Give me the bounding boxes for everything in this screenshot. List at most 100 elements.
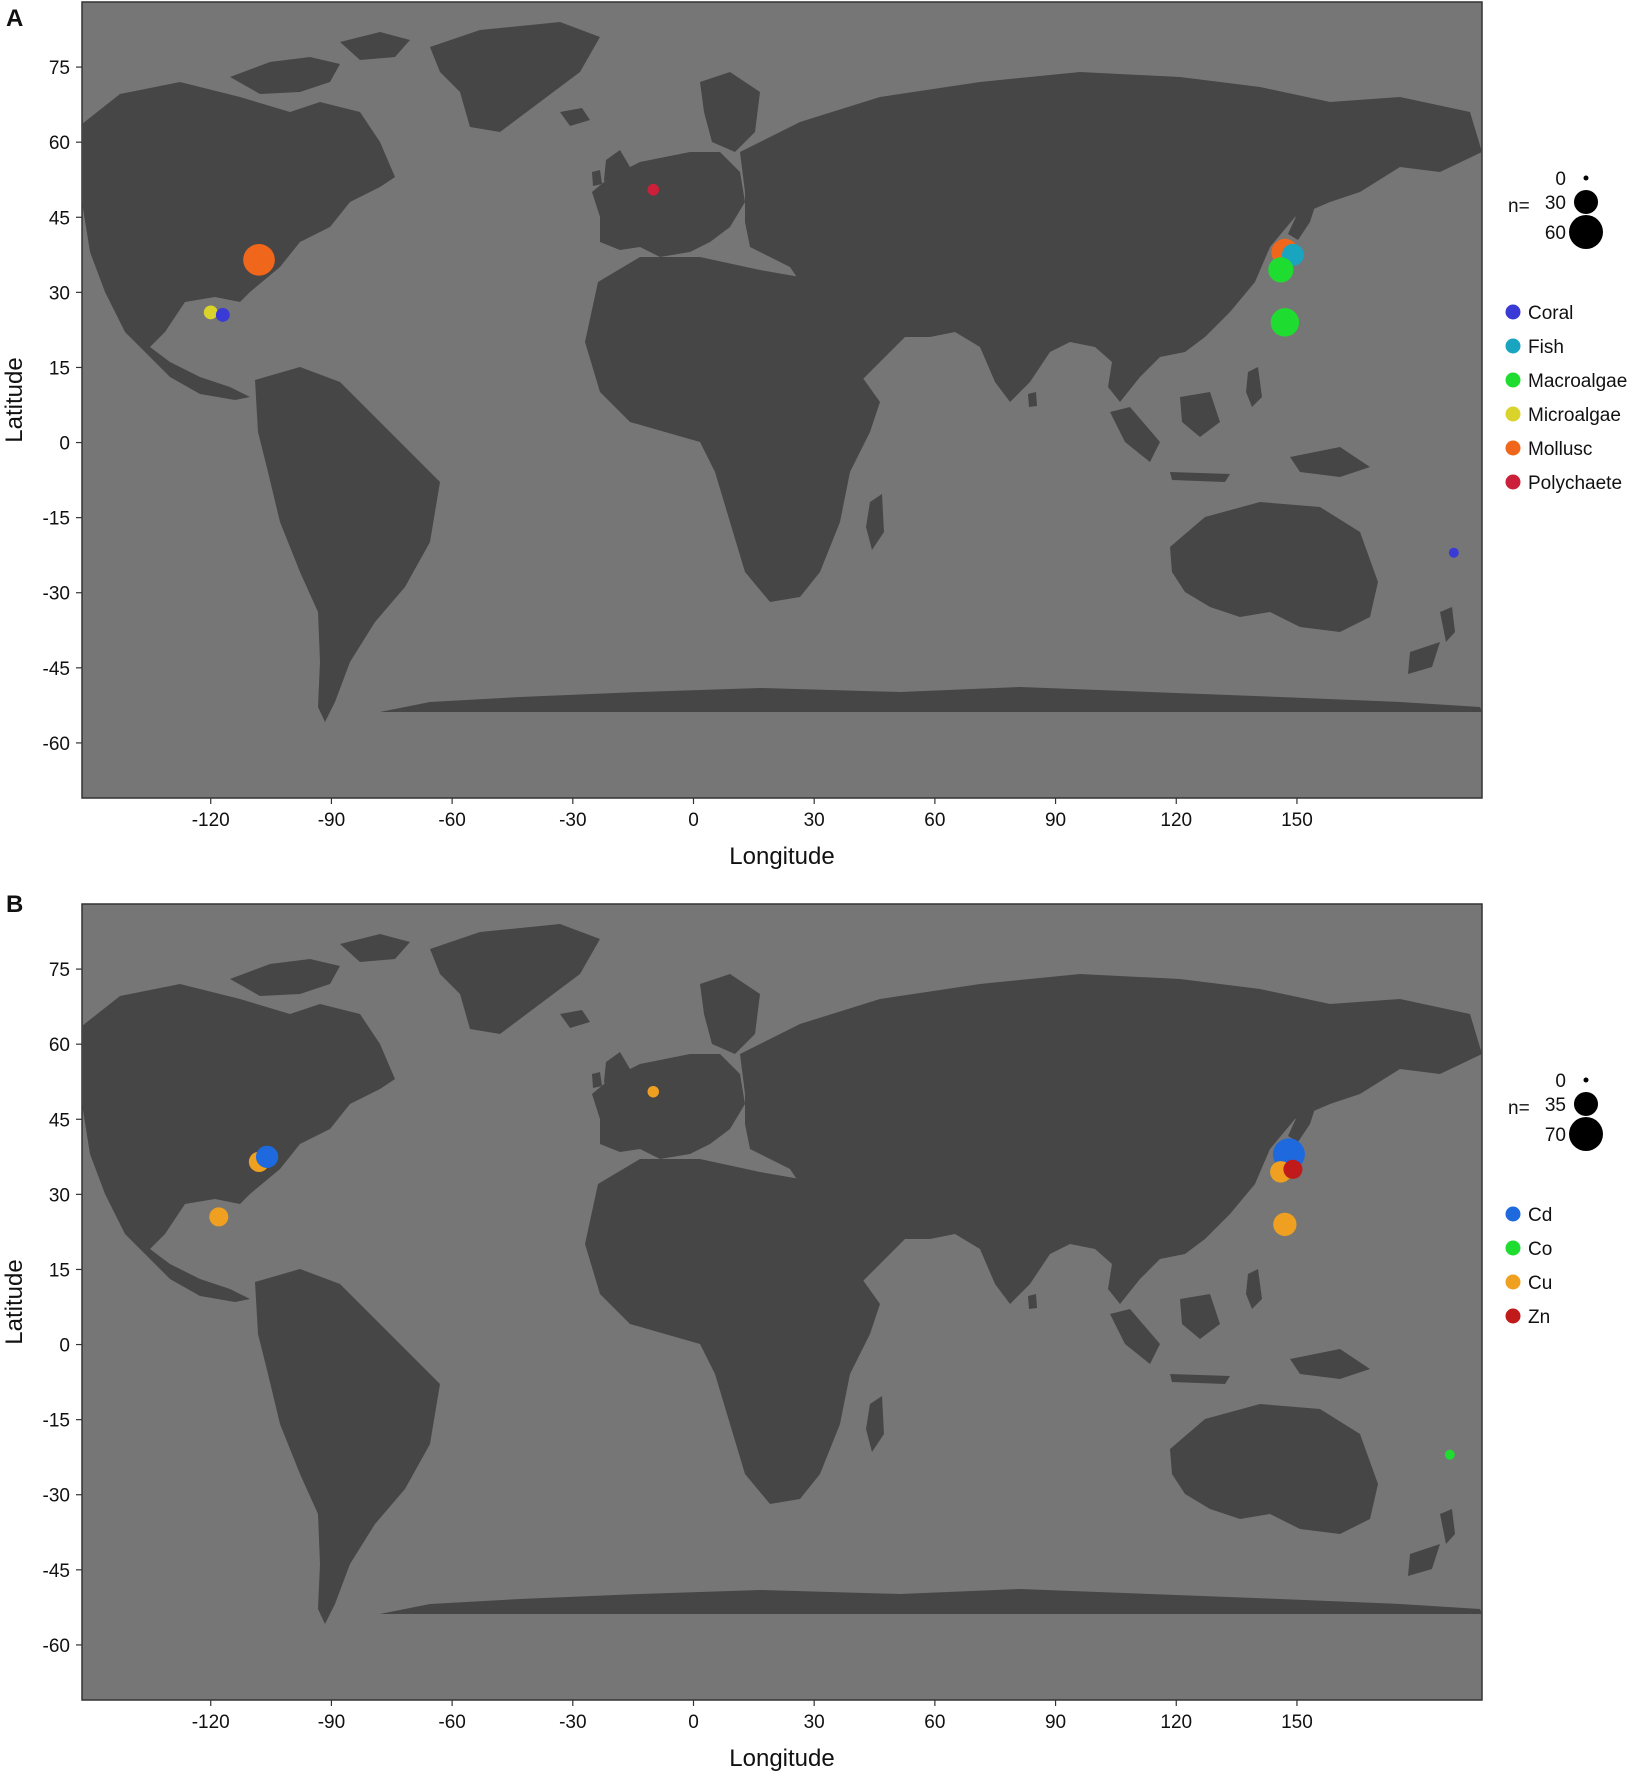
x-tick-label: -90	[318, 810, 345, 831]
size-legend-value: 0	[1555, 169, 1566, 190]
data-point-coral	[1448, 547, 1459, 558]
color-legend-swatch	[1505, 1308, 1521, 1324]
size-legend-value: 30	[1545, 193, 1566, 214]
color-legend-swatch	[1505, 1240, 1521, 1256]
x-tick-label: -120	[192, 1712, 230, 1733]
y-tick-label: -45	[43, 1561, 70, 1582]
color-legend-swatch	[1505, 372, 1521, 388]
x-axis-label: Longitude	[729, 843, 834, 870]
x-tick-label: -30	[559, 810, 586, 831]
color-legend-swatch	[1505, 406, 1521, 422]
x-tick-label: -30	[559, 1712, 586, 1733]
size-legend: 0 35 70 n=	[1508, 1071, 1603, 1151]
panel-letter: B	[6, 891, 23, 918]
data-point-mollusc	[243, 243, 275, 276]
x-axis-ticks: -120 -90 -60 -30 0 30 60 90 120 150	[192, 1700, 1313, 1733]
x-tick-label: -60	[438, 1712, 465, 1733]
x-tick-label: 90	[1045, 1712, 1066, 1733]
color-legend-swatch	[1505, 1206, 1521, 1222]
y-axis-label: Latitude	[1, 357, 28, 442]
x-tick-label: 60	[924, 1712, 945, 1733]
color-legend-label: Macroalgae	[1528, 371, 1627, 392]
color-legend: Cd Co Cu Zn	[1505, 1205, 1552, 1328]
data-point-cu	[1273, 1212, 1297, 1237]
y-tick-label: -30	[43, 584, 70, 605]
data-point-macroalgae	[1268, 257, 1294, 283]
y-tick-label: -15	[43, 509, 70, 530]
y-tick-label: -30	[43, 1486, 70, 1507]
y-axis-ticks: 75 60 45 30 15 0 -15 -30 -45 -60	[43, 960, 82, 1657]
x-tick-label: -60	[438, 810, 465, 831]
size-legend-dot	[1573, 1091, 1599, 1117]
color-legend-label: Co	[1528, 1239, 1552, 1260]
x-tick-label: -120	[192, 810, 230, 831]
data-point-macroalgae	[1270, 308, 1300, 337]
y-tick-label: 45	[49, 208, 70, 229]
y-tick-label: -45	[43, 659, 70, 680]
color-legend-label: Microalgae	[1528, 405, 1621, 426]
x-tick-label: 0	[688, 1712, 699, 1733]
y-tick-label: -60	[43, 734, 70, 755]
y-tick-label: 60	[49, 1035, 70, 1056]
data-point-cd	[255, 1145, 279, 1168]
x-tick-label: 150	[1281, 1712, 1313, 1733]
color-legend-label: Mollusc	[1528, 439, 1592, 460]
x-tick-label: 150	[1281, 810, 1313, 831]
x-tick-label: 30	[804, 1712, 825, 1733]
color-legend: Coral Fish Macroalgae Microalgae Mollusc Poly…	[1505, 303, 1627, 494]
map-panel-a: A -120 -90 -60 -30 0 30 60 90 120 150 75 60 45 30 15 0…	[1, 1, 1627, 870]
y-tick-label: 75	[49, 58, 70, 79]
data-point-polychaete	[647, 183, 660, 196]
size-legend-value: 60	[1545, 223, 1566, 244]
x-tick-label: 120	[1160, 810, 1192, 831]
color-legend-label: Cu	[1528, 1273, 1552, 1294]
size-legend-value: 0	[1555, 1071, 1566, 1092]
x-tick-label: 90	[1045, 810, 1066, 831]
color-legend-swatch	[1505, 1274, 1521, 1290]
x-axis-label: Longitude	[729, 1745, 834, 1772]
size-legend-dot	[1583, 175, 1589, 181]
data-points	[203, 183, 1459, 558]
x-tick-label: 120	[1160, 1712, 1192, 1733]
data-point-co	[1444, 1449, 1455, 1460]
size-legend-label: n=	[1508, 196, 1530, 217]
color-legend-label: Fish	[1528, 337, 1564, 358]
y-axis-label: Latitude	[1, 1259, 28, 1344]
data-point-cu	[647, 1085, 660, 1098]
data-point-coral	[215, 307, 230, 322]
y-tick-label: -15	[43, 1411, 70, 1432]
color-legend-swatch	[1505, 338, 1521, 354]
size-legend-value: 35	[1545, 1095, 1566, 1116]
y-tick-label: 0	[59, 1336, 70, 1357]
x-tick-label: 60	[924, 810, 945, 831]
size-legend-dot	[1573, 189, 1599, 215]
color-legend-label: Cd	[1528, 1205, 1552, 1226]
y-tick-label: 15	[49, 358, 70, 379]
size-legend: 0 30 60 n=	[1508, 169, 1603, 249]
x-tick-label: 30	[804, 810, 825, 831]
data-point-cu	[209, 1207, 229, 1227]
panel-letter: A	[6, 5, 23, 32]
color-legend-swatch	[1505, 304, 1521, 320]
color-legend-swatch	[1505, 474, 1521, 490]
y-axis-ticks: 75 60 45 30 15 0 -15 -30 -45 -60	[43, 58, 82, 755]
size-legend-label: n=	[1508, 1098, 1530, 1119]
y-tick-label: 75	[49, 960, 70, 981]
y-tick-label: 45	[49, 1110, 70, 1131]
color-legend-label: Polychaete	[1528, 473, 1622, 494]
y-tick-label: -60	[43, 1636, 70, 1657]
map-panel-b: B -120 -90 -60 -30 0 30 60 90 120 150 75 60 45 30 150…	[1, 891, 1603, 1772]
data-point-microalgae	[203, 305, 218, 320]
y-tick-label: 30	[49, 1185, 70, 1206]
y-tick-label: 30	[49, 283, 70, 304]
size-legend-dot	[1583, 1077, 1589, 1083]
size-legend-dot	[1569, 1117, 1603, 1151]
x-axis-ticks: -120 -90 -60 -30 0 30 60 90 120 150	[192, 798, 1313, 831]
y-tick-label: 60	[49, 133, 70, 154]
x-tick-label: -90	[318, 1712, 345, 1733]
size-legend-value: 70	[1545, 1125, 1566, 1146]
color-legend-label: Coral	[1528, 303, 1573, 324]
data-point-zn	[1283, 1159, 1303, 1179]
data-points	[209, 1085, 1455, 1460]
